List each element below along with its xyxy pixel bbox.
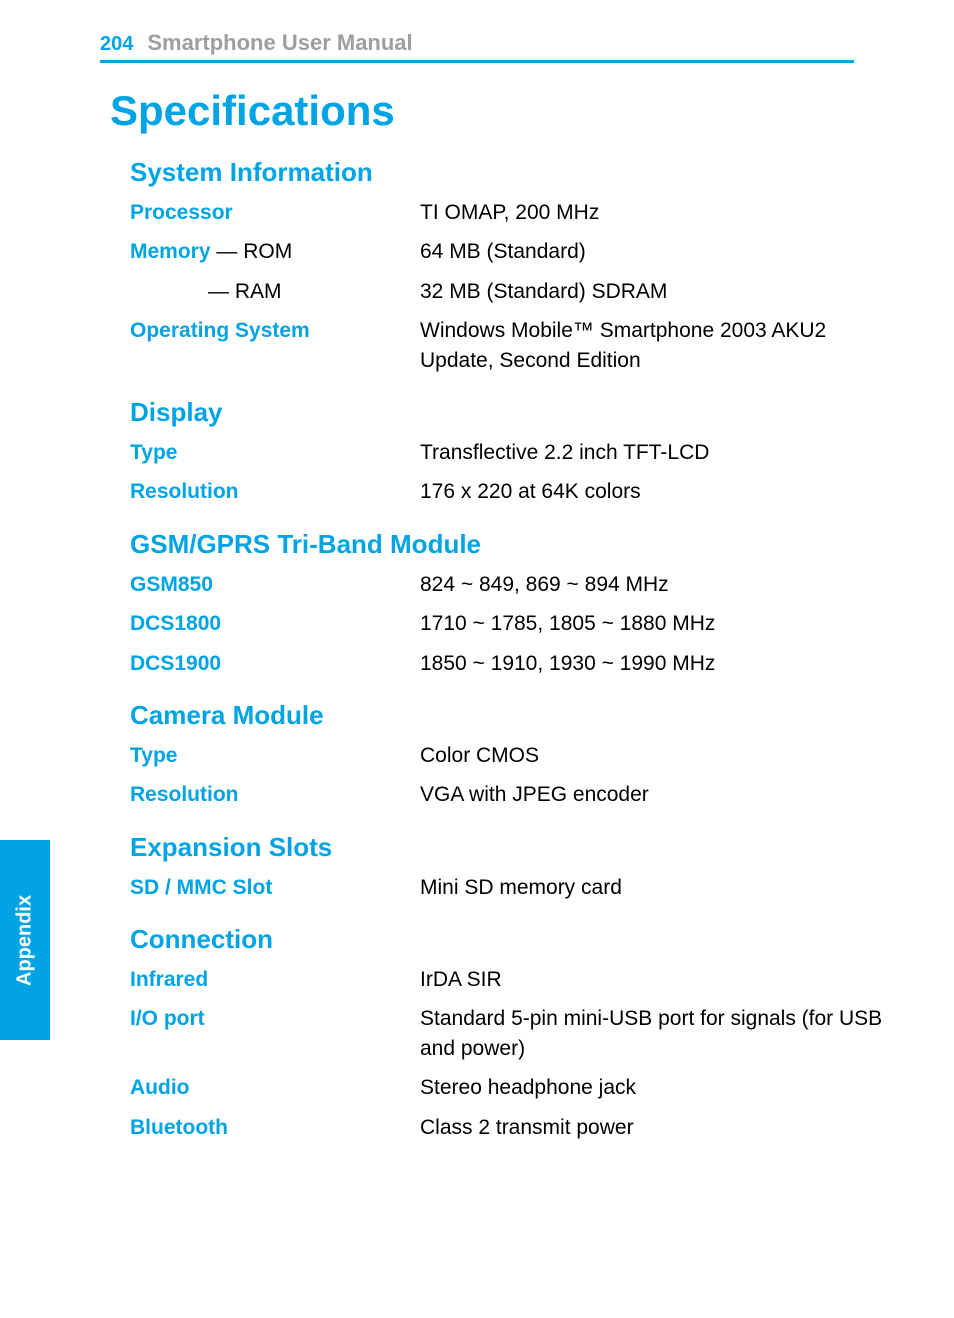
page-title: Specifications — [110, 87, 954, 135]
value-gsm850: 824 ~ 849, 869 ~ 894 MHz — [420, 570, 894, 599]
value-dcs1900: 1850 ~ 1910, 1930 ~ 1990 MHz — [420, 649, 894, 678]
page-header: 204 Smartphone User Manual — [0, 0, 954, 63]
label-memory-rom: — ROM — [211, 240, 293, 263]
manual-title: Smartphone User Manual — [147, 30, 412, 56]
value-io: Standard 5-pin mini-USB port for signals… — [420, 1004, 894, 1063]
label-bluetooth: Bluetooth — [130, 1116, 228, 1139]
value-processor: TI OMAP, 200 MHz — [420, 198, 894, 227]
spec-row-display-type: Type Transflective 2.2 inch TFT-LCD — [130, 438, 894, 467]
label-camera-res: Resolution — [130, 783, 239, 806]
spec-row-camera-res: Resolution VGA with JPEG encoder — [130, 780, 894, 809]
spec-row-io: I/O port Standard 5-pin mini-USB port fo… — [130, 1004, 894, 1063]
section-system-info: System Information — [130, 157, 894, 188]
page-number: 204 — [100, 33, 133, 56]
header-line: 204 Smartphone User Manual — [100, 30, 854, 63]
label-dcs1800: DCS1800 — [130, 612, 221, 635]
spec-row-camera-type: Type Color CMOS — [130, 741, 894, 770]
value-memory-ram: 32 MB (Standard) SDRAM — [420, 277, 894, 306]
label-audio: Audio — [130, 1076, 189, 1099]
spec-row-bluetooth: Bluetooth Class 2 transmit power — [130, 1113, 894, 1142]
label-display-res: Resolution — [130, 480, 239, 503]
section-gsm: GSM/GPRS Tri-Band Module — [130, 529, 894, 560]
section-connection: Connection — [130, 924, 894, 955]
label-gsm850: GSM850 — [130, 573, 213, 596]
value-display-res: 176 x 220 at 64K colors — [420, 477, 894, 506]
label-os: Operating System — [130, 319, 310, 342]
label-memory-ram: — RAM — [208, 280, 282, 303]
value-dcs1800: 1710 ~ 1785, 1805 ~ 1880 MHz — [420, 609, 894, 638]
label-io: I/O port — [130, 1007, 205, 1030]
value-camera-type: Color CMOS — [420, 741, 894, 770]
spec-row-memory-rom: Memory — ROM 64 MB (Standard) — [130, 237, 894, 266]
label-infrared: Infrared — [130, 968, 208, 991]
spec-row-memory-ram: — RAM 32 MB (Standard) SDRAM — [130, 277, 894, 306]
spec-row-infrared: Infrared IrDA SIR — [130, 965, 894, 994]
value-display-type: Transflective 2.2 inch TFT-LCD — [420, 438, 894, 467]
value-os: Windows Mobile™ Smartphone 2003 AKU2 Upd… — [420, 316, 894, 375]
value-bluetooth: Class 2 transmit power — [420, 1113, 894, 1142]
section-camera: Camera Module — [130, 700, 894, 731]
label-display-type: Type — [130, 441, 177, 464]
label-memory: Memory — [130, 240, 211, 263]
appendix-tab: Appendix — [0, 840, 50, 1040]
content-area: System Information Processor TI OMAP, 20… — [130, 157, 894, 1142]
spec-row-dcs1800: DCS1800 1710 ~ 1785, 1805 ~ 1880 MHz — [130, 609, 894, 638]
label-sd: SD / MMC Slot — [130, 876, 272, 899]
spec-row-os: Operating System Windows Mobile™ Smartph… — [130, 316, 894, 375]
value-camera-res: VGA with JPEG encoder — [420, 780, 894, 809]
spec-row-display-resolution: Resolution 176 x 220 at 64K colors — [130, 477, 894, 506]
section-expansion: Expansion Slots — [130, 832, 894, 863]
spec-row-processor: Processor TI OMAP, 200 MHz — [130, 198, 894, 227]
value-sd: Mini SD memory card — [420, 873, 894, 902]
label-dcs1900: DCS1900 — [130, 652, 221, 675]
label-camera-type: Type — [130, 744, 177, 767]
value-audio: Stereo headphone jack — [420, 1073, 894, 1102]
spec-row-audio: Audio Stereo headphone jack — [130, 1073, 894, 1102]
value-infrared: IrDA SIR — [420, 965, 894, 994]
value-memory-rom: 64 MB (Standard) — [420, 237, 894, 266]
section-display: Display — [130, 397, 894, 428]
spec-row-gsm850: GSM850 824 ~ 849, 869 ~ 894 MHz — [130, 570, 894, 599]
spec-row-sd: SD / MMC Slot Mini SD memory card — [130, 873, 894, 902]
spec-row-dcs1900: DCS1900 1850 ~ 1910, 1930 ~ 1990 MHz — [130, 649, 894, 678]
label-processor: Processor — [130, 201, 233, 224]
